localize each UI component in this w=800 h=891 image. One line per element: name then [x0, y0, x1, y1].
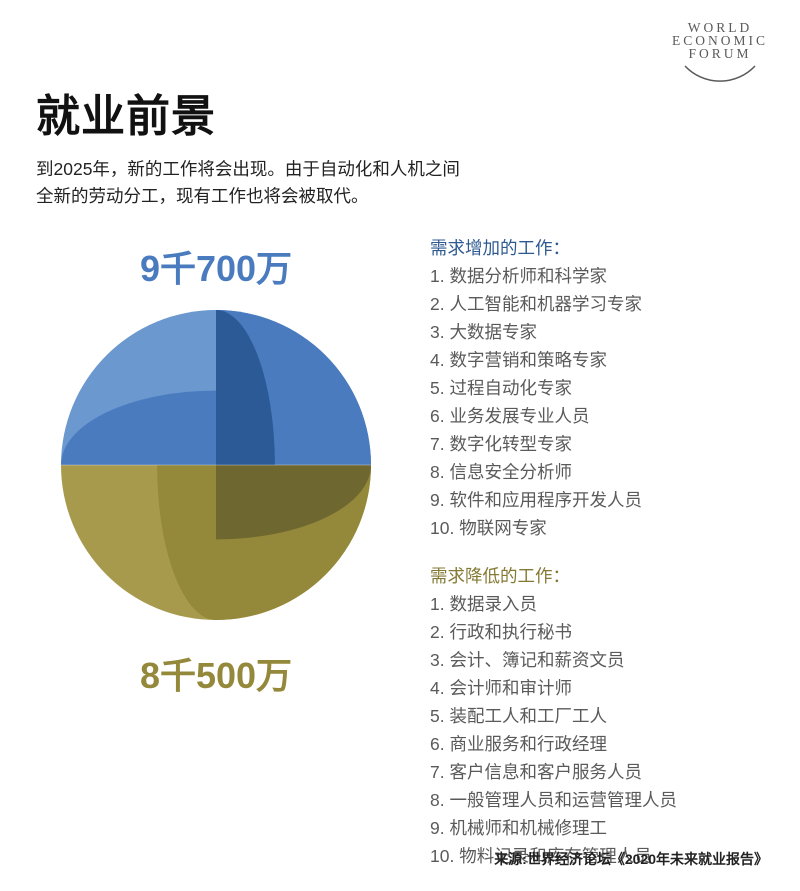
- decreasing-title: 需求降低的工作：: [430, 562, 764, 590]
- list-item: 2. 人工智能和机器学习专家: [430, 290, 764, 318]
- subtitle: 到2025年，新的工作将会出现。由于自动化和人机之间 全新的劳动分工，现有工作也…: [36, 156, 764, 210]
- list-item: 1. 数据录入员: [430, 590, 764, 618]
- logo-line: FORUM: [672, 48, 768, 61]
- top-value: 9千700万: [36, 240, 396, 292]
- list-item: 6. 业务发展专业人员: [430, 402, 764, 430]
- list-item: 4. 会计师和审计师: [430, 674, 764, 702]
- list-item: 2. 行政和执行秘书: [430, 618, 764, 646]
- source-citation: 来源:世界经济论坛《2020年未来就业报告》: [494, 849, 768, 869]
- list-item: 8. 一般管理人员和运营管理人员: [430, 786, 764, 814]
- list-item: 1. 数据分析师和科学家: [430, 262, 764, 290]
- list-item: 6. 商业服务和行政经理: [430, 730, 764, 758]
- list-item: 7. 数字化转型专家: [430, 430, 764, 458]
- increasing-title: 需求增加的工作：: [430, 234, 764, 262]
- decreasing-block: 需求降低的工作： 1. 数据录入员2. 行政和执行秘书3. 会计、簿记和薪资文员…: [430, 562, 764, 870]
- list-item: 4. 数字营销和策略专家: [430, 346, 764, 374]
- list-item: 5. 装配工人和工厂工人: [430, 702, 764, 730]
- lists-column: 需求增加的工作： 1. 数据分析师和科学家2. 人工智能和机器学习专家3. 大数…: [396, 234, 764, 890]
- list-item: 5. 过程自动化专家: [430, 374, 764, 402]
- split-circle-chart: [61, 310, 371, 620]
- wef-logo: WORLD ECONOMIC FORUM: [672, 22, 768, 84]
- increasing-block: 需求增加的工作： 1. 数据分析师和科学家2. 人工智能和机器学习专家3. 大数…: [430, 234, 764, 542]
- chart-column: 9千700万: [36, 234, 396, 699]
- logo-arc-icon: [681, 62, 759, 84]
- increasing-list: 1. 数据分析师和科学家2. 人工智能和机器学习专家3. 大数据专家4. 数字营…: [430, 262, 764, 542]
- list-item: 3. 大数据专家: [430, 318, 764, 346]
- subtitle-line: 全新的劳动分工，现有工作也将会被取代。: [36, 186, 369, 206]
- list-item: 9. 软件和应用程序开发人员: [430, 486, 764, 514]
- page-title: 就业前景: [36, 80, 764, 144]
- list-item: 10. 物联网专家: [430, 514, 764, 542]
- list-item: 7. 客户信息和客户服务人员: [430, 758, 764, 786]
- list-item: 9. 机械师和机械修理工: [430, 814, 764, 842]
- list-item: 3. 会计、簿记和薪资文员: [430, 646, 764, 674]
- list-item: 8. 信息安全分析师: [430, 458, 764, 486]
- decreasing-list: 1. 数据录入员2. 行政和执行秘书3. 会计、簿记和薪资文员4. 会计师和审计…: [430, 590, 764, 870]
- bottom-value: 8千500万: [36, 647, 396, 699]
- subtitle-line: 到2025年，新的工作将会出现。由于自动化和人机之间: [36, 159, 460, 179]
